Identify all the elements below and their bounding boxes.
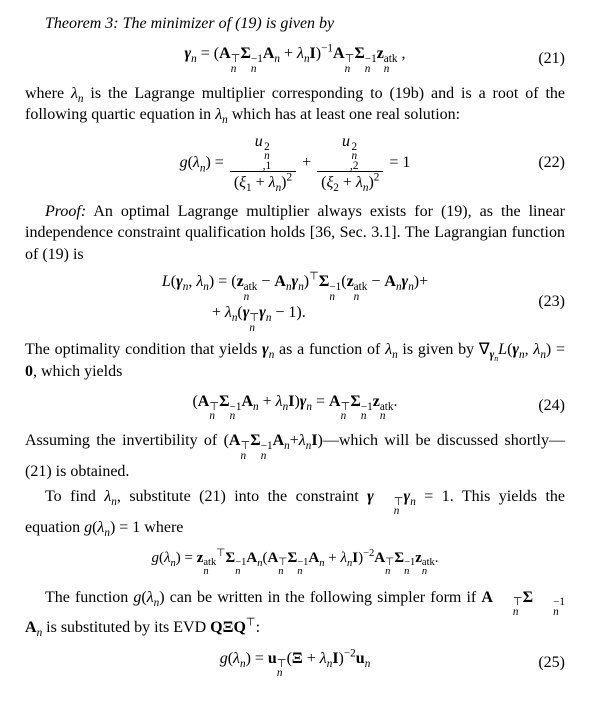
para-after-eq21: where λn is the Lagrange multiplier corr… [25, 83, 565, 126]
proof-paragraph-1: Proof: An optimal Lagrange multiplier al… [25, 201, 565, 266]
eq23-body: L(γn, λn) = (zatkn − Anγn)⊤Σ−1n(zatkn − … [162, 271, 428, 333]
eq23-line2: + λn(γ⊤nγn − 1). [162, 302, 428, 333]
equation-22: g(λn) = u2n,1(ξ1 + λn)2 + u2n,2(ξ2 + λn)… [25, 132, 565, 195]
theorem-text: The minimizer of (19) is given by [123, 15, 335, 32]
eq22-number: (22) [538, 152, 565, 174]
eq21-number: (21) [538, 48, 565, 70]
para-find-lambda: To find λn, substitute (21) into the con… [25, 486, 565, 539]
eq24-number: (24) [538, 396, 565, 418]
para-after-eq24: Assuming the invertibility of (A⊤nΣ−1nAn… [25, 430, 565, 483]
equation-25: g(λn) = u⊤n(Ξ + λnI)−2un (25) [25, 645, 565, 681]
eq24-body: (A⊤nΣ−1nAn + λnI)γn = A⊤nΣ−1nzatkn. [192, 391, 397, 422]
proof-label: Proof: [45, 203, 86, 220]
equation-21: γn = (A⊤nΣ−1nAn + λnI)−1A⊤nΣ−1nzatkn , (… [25, 41, 565, 77]
eq25-body: g(λn) = u⊤n(Ξ + λnI)−2un [220, 648, 371, 679]
eq23-number: (23) [538, 292, 565, 314]
para-after-eq23: The optimality condition that yields γn … [25, 339, 565, 382]
eq21-body: γn = (A⊤nΣ−1nAn + λnI)−1A⊤nΣ−1nzatkn , [185, 43, 406, 74]
eq22-body: g(λn) = u2n,1(ξ1 + λn)2 + u2n,2(ξ2 + λn)… [180, 132, 411, 195]
equation-g-full: g(λn) = zatkn⊤Σ−1nAn(A⊤nΣ−1nAn + λnI)−2A… [25, 545, 565, 581]
eq23-line1: L(γn, λn) = (zatkn − Anγn)⊤Σ−1n(zatkn − … [162, 271, 428, 302]
eq-g-body: g(λn) = zatkn⊤Σ−1nAn(A⊤nΣ−1nAn + λnI)−2A… [152, 548, 439, 578]
equation-23: L(γn, λn) = (zatkn − Anγn)⊤Σ−1n(zatkn − … [25, 271, 565, 333]
para-simpler-form: The function g(λn) can be written in the… [25, 587, 565, 640]
theorem-header: Theorem 3: The minimizer of (19) is give… [25, 13, 565, 35]
theorem-label: Theorem 3: [45, 15, 119, 32]
equation-24: (A⊤nΣ−1nAn + λnI)γn = A⊤nΣ−1nzatkn. (24) [25, 388, 565, 424]
proof-text-1: An optimal Lagrange multiplier always ex… [25, 203, 565, 263]
eq25-number: (25) [538, 652, 565, 674]
